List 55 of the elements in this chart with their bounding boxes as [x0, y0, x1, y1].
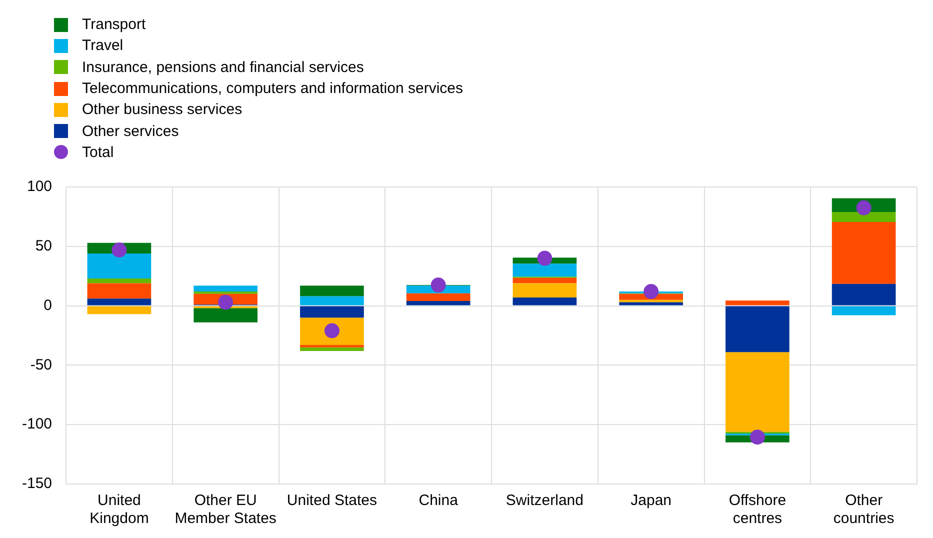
- bar: [512, 283, 577, 298]
- bar: [832, 212, 896, 222]
- bar: [300, 347, 364, 351]
- point: [750, 430, 765, 445]
- x-tick-label: Other countries: [833, 492, 894, 528]
- legend-label: Total: [82, 144, 114, 161]
- bar: [726, 300, 790, 306]
- point: [112, 242, 127, 258]
- x-tick-label: China: [418, 492, 459, 510]
- point: [537, 250, 552, 266]
- bar: [512, 278, 577, 284]
- x-tick-label: United Kingdom: [90, 492, 149, 528]
- bar: [87, 278, 152, 284]
- point: [430, 278, 446, 293]
- legend-label: Other services: [82, 122, 179, 140]
- x-tick-label: Offshore centres: [728, 492, 786, 528]
- x-tick-label: Switzerland: [506, 492, 584, 510]
- y-tick-label: -100: [22, 416, 52, 433]
- legend-label: Travel: [82, 37, 124, 54]
- bar: [194, 286, 258, 292]
- bar: [832, 222, 896, 284]
- bar: [87, 298, 152, 306]
- x-tick-label: Other EU Member States: [174, 492, 276, 528]
- y-tick-label: 50: [35, 238, 52, 255]
- bar: [300, 306, 364, 318]
- x-tick-label: United States: [286, 492, 377, 510]
- bar: [619, 302, 683, 306]
- legend-label: Transport: [82, 16, 146, 34]
- bar: [300, 318, 364, 346]
- bar: [300, 286, 364, 296]
- bar: [406, 301, 470, 306]
- legend-label: Insurance, pensions and financial services: [82, 58, 364, 76]
- bar: [726, 352, 790, 432]
- legend-label: Telecommunications, computers and information services: [82, 80, 463, 98]
- bar: [512, 297, 577, 306]
- point: [218, 294, 234, 310]
- bar: [406, 293, 470, 302]
- x-tick-label: Japan: [630, 492, 672, 510]
- point: [644, 284, 659, 300]
- bar: [194, 308, 258, 322]
- bar: [87, 254, 152, 278]
- y-tick-label: 0: [44, 296, 52, 314]
- bar: [832, 306, 896, 316]
- bar: [726, 306, 790, 352]
- y-tick-label: -50: [30, 356, 52, 374]
- bar: [87, 283, 152, 299]
- y-tick-label: -150: [22, 475, 52, 492]
- bar: [87, 306, 152, 314]
- bar: [832, 284, 896, 306]
- point: [324, 323, 340, 338]
- legend-label: Other business services: [82, 101, 242, 118]
- bar: [512, 264, 577, 277]
- bar: [300, 296, 364, 306]
- y-tick-label: 100: [26, 178, 52, 196]
- point: [856, 200, 872, 216]
